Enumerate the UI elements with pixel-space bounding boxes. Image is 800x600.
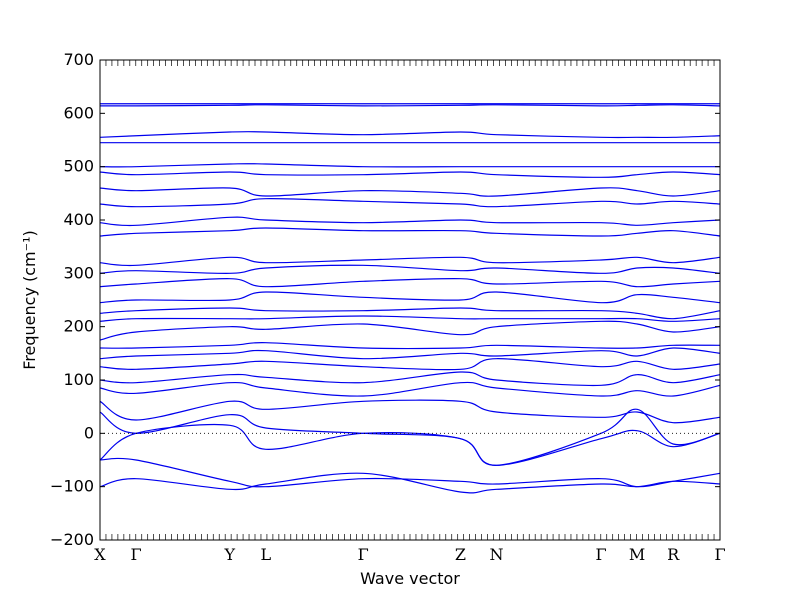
- band-line-15: [99, 277, 721, 288]
- band-line-4: [99, 408, 721, 466]
- y-tick-label: 500: [63, 157, 94, 176]
- band-line-9: [99, 347, 721, 360]
- series-layer: [99, 103, 721, 494]
- band-line-20: [99, 198, 721, 208]
- x-axis-label: Wave vector: [360, 569, 460, 588]
- y-axis-ticks: −200 −100 0 100 200 300 400 500 600 700: [50, 50, 720, 549]
- y-tick-label: −200: [50, 530, 94, 549]
- kpoint-label: N: [490, 545, 504, 564]
- y-tick-label: 600: [63, 103, 94, 122]
- y-tick-label: 400: [63, 210, 94, 229]
- kpoint-label: L: [261, 545, 272, 564]
- y-axis-label: Frequency (cm⁻¹): [20, 230, 39, 369]
- band-line-14: [99, 291, 721, 304]
- kpoint-label: M: [629, 545, 645, 564]
- band-line-19: [99, 216, 721, 227]
- kpoint-label: Z: [455, 545, 466, 564]
- band-line-1: [99, 423, 721, 466]
- y-tick-label: 300: [63, 263, 94, 282]
- band-line-26: [99, 104, 721, 107]
- y-tick-label: −100: [50, 477, 94, 496]
- kpoint-label: Γ: [130, 545, 141, 564]
- y-tick-label: 700: [63, 50, 94, 69]
- y-tick-label: 200: [63, 317, 94, 336]
- band-line-21: [99, 187, 721, 197]
- band-line-17: [99, 256, 721, 267]
- y-tick-label: 0: [84, 423, 94, 442]
- band-line-8: [99, 358, 721, 371]
- band-line-16: [99, 264, 721, 274]
- y-tick-label: 100: [63, 370, 94, 389]
- kpoint-label: Γ: [595, 545, 606, 564]
- band-line-3: [99, 472, 721, 494]
- band-line-22: [99, 171, 721, 178]
- kpoint-label: R: [667, 545, 680, 564]
- band-line-6: [99, 381, 721, 397]
- kpoint-label: Y: [223, 545, 235, 564]
- band-line-2: [99, 457, 721, 488]
- band-line-10: [99, 342, 721, 350]
- kpoint-label: Γ: [358, 545, 369, 564]
- band-line-11: [99, 320, 721, 341]
- plot-frame: [99, 59, 721, 541]
- band-line-23: [99, 163, 720, 168]
- kpoint-label: Γ: [714, 545, 725, 564]
- kpoint-label: X: [94, 545, 106, 564]
- band-line-25: [99, 131, 721, 139]
- band-line-7: [99, 371, 721, 387]
- band-line-12: [99, 315, 721, 322]
- band-line-5: [99, 399, 721, 424]
- band-line-13: [99, 307, 721, 320]
- band-line-18: [99, 227, 721, 237]
